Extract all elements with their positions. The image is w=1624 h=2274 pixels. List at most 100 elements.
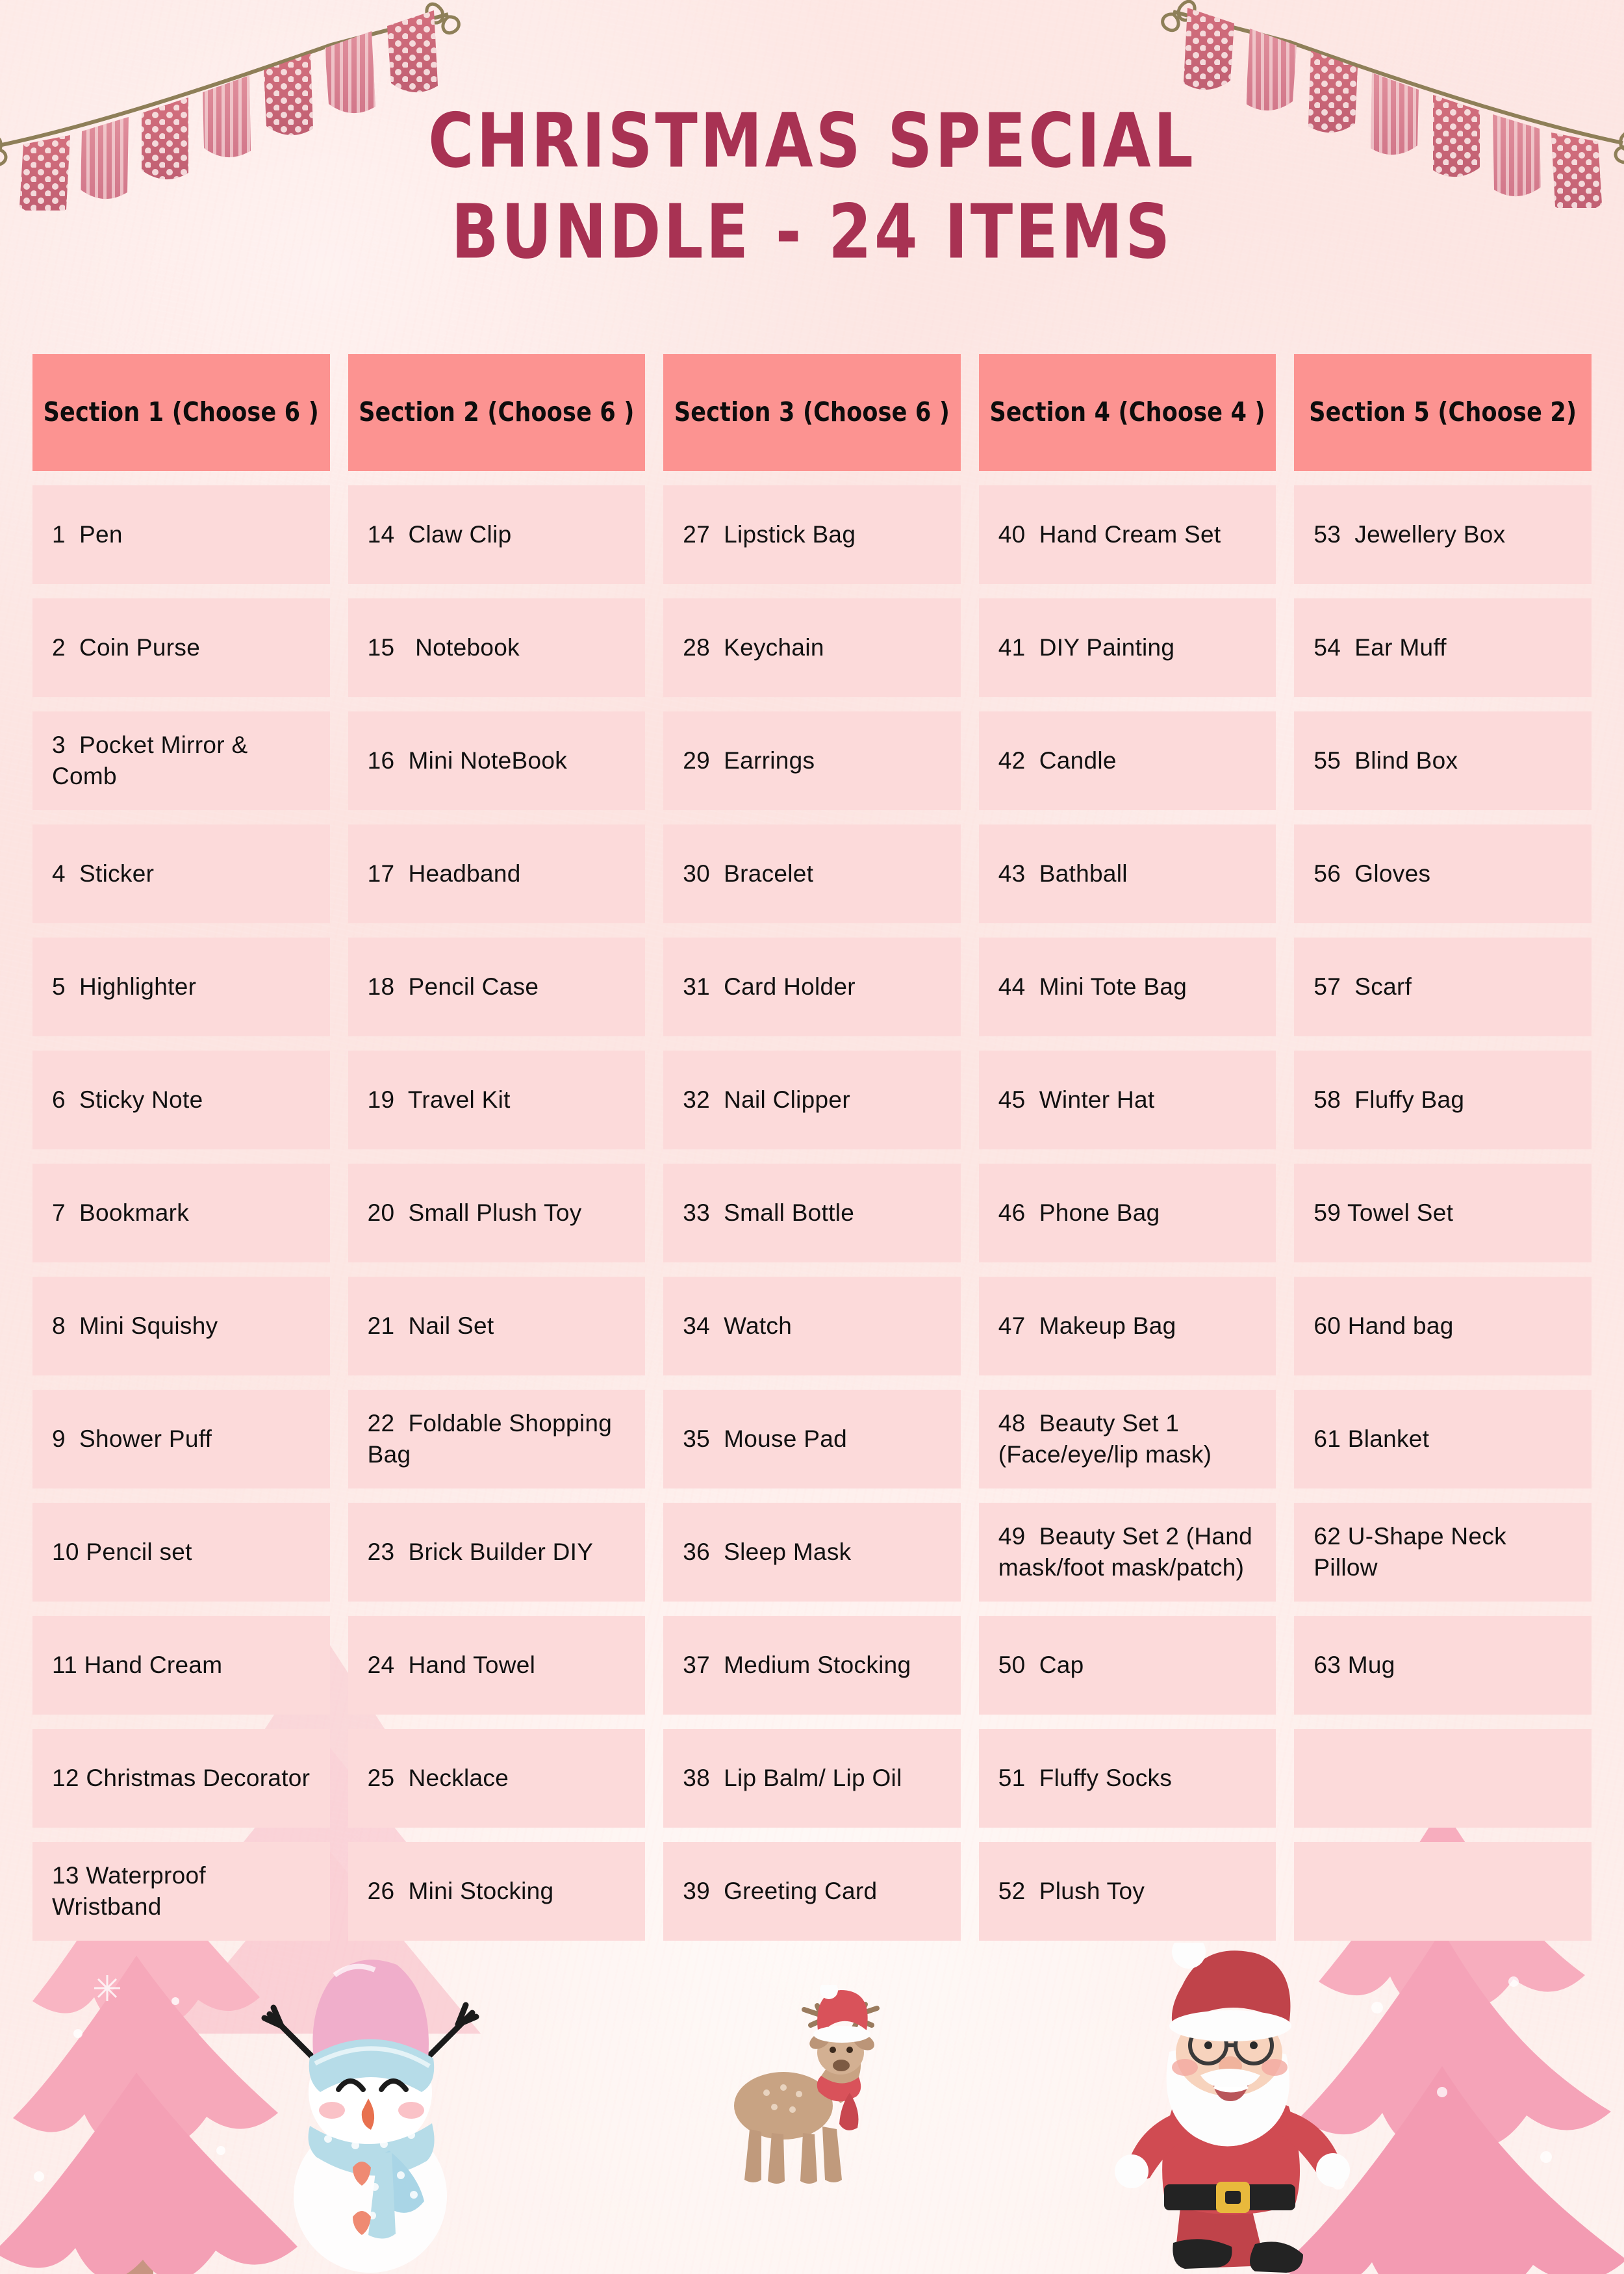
item-label: 32 Nail Clipper — [683, 1086, 850, 1113]
item-label: 39 Greeting Card — [683, 1877, 878, 1904]
section-header-3: Section 3 (Choose 6 ) — [663, 354, 961, 471]
section-header-2: Section 2 (Choose 6 ) — [348, 354, 646, 471]
item-label: 3 Pocket Mirror & Comb — [52, 731, 255, 789]
item-label: 18 Pencil Case — [367, 973, 539, 1000]
item-cell[interactable]: 4 Sticker — [32, 824, 330, 923]
item-cell[interactable]: 27 Lipstick Bag — [663, 485, 961, 584]
item-cell[interactable]: 41 DIY Painting — [978, 598, 1276, 697]
item-cell[interactable]: 16 Mini NoteBook — [348, 711, 646, 810]
item-cell[interactable]: 48 Beauty Set 1 (Face/eye/lip mask) — [978, 1390, 1276, 1488]
item-cell[interactable]: 50 Cap — [978, 1616, 1276, 1715]
item-label: 29 Earrings — [683, 747, 815, 774]
item-cell[interactable]: 54 Ear Muff — [1294, 598, 1592, 697]
item-cell[interactable]: 22 Foldable Shopping Bag — [348, 1390, 646, 1488]
item-label: 4 Sticker — [52, 860, 155, 887]
item-label: 54 Ear Muff — [1313, 633, 1447, 661]
item-cell[interactable]: 12 Christmas Decorator — [32, 1729, 330, 1828]
item-cell[interactable]: 46 Phone Bag — [978, 1164, 1276, 1262]
section-header-4: Section 4 (Choose 4 ) — [978, 354, 1276, 471]
item-cell[interactable]: 11 Hand Cream — [32, 1616, 330, 1715]
item-cell[interactable]: 1 Pen — [32, 485, 330, 584]
item-cell[interactable]: 26 Mini Stocking — [348, 1842, 646, 1941]
item-cell[interactable]: 51 Fluffy Socks — [978, 1729, 1276, 1828]
item-label: 51 Fluffy Socks — [998, 1764, 1173, 1791]
item-cell-empty[interactable] — [1294, 1729, 1592, 1828]
item-cell[interactable]: 45 Winter Hat — [978, 1051, 1276, 1149]
item-cell[interactable]: 28 Keychain — [663, 598, 961, 697]
item-label: 16 Mini NoteBook — [367, 747, 568, 774]
item-cell[interactable]: 8 Mini Squishy — [32, 1277, 330, 1375]
item-cell[interactable]: 14 Claw Clip — [348, 485, 646, 584]
item-label: 5 Highlighter — [52, 973, 197, 1000]
item-cell[interactable]: 34 Watch — [663, 1277, 961, 1375]
item-label: 41 DIY Painting — [998, 633, 1175, 661]
section-header-label: Section 5 (Choose 2) — [1309, 397, 1577, 428]
item-cell[interactable]: 47 Makeup Bag — [978, 1277, 1276, 1375]
item-cell[interactable]: 25 Necklace — [348, 1729, 646, 1828]
item-label: 17 Headband — [367, 860, 521, 887]
item-cell[interactable]: 18 Pencil Case — [348, 938, 646, 1036]
item-cell[interactable]: 31 Card Holder — [663, 938, 961, 1036]
item-cell[interactable]: 60 Hand bag — [1294, 1277, 1592, 1375]
item-cell[interactable]: 29 Earrings — [663, 711, 961, 810]
item-cell[interactable]: 58 Fluffy Bag — [1294, 1051, 1592, 1149]
item-cell[interactable]: 21 Nail Set — [348, 1277, 646, 1375]
item-label: 2 Coin Purse — [52, 633, 201, 661]
item-cell[interactable]: 17 Headband — [348, 824, 646, 923]
item-cell[interactable]: 37 Medium Stocking — [663, 1616, 961, 1715]
item-label: 22 Foldable Shopping Bag — [367, 1409, 619, 1468]
item-cell[interactable]: 61 Blanket — [1294, 1390, 1592, 1488]
item-cell[interactable]: 62 U-Shape Neck Pillow — [1294, 1503, 1592, 1602]
item-cell[interactable]: 19 Travel Kit — [348, 1051, 646, 1149]
item-cell[interactable]: 6 Sticky Note — [32, 1051, 330, 1149]
item-label: 58 Fluffy Bag — [1313, 1086, 1465, 1113]
item-cell[interactable]: 53 Jewellery Box — [1294, 485, 1592, 584]
item-cell[interactable]: 49 Beauty Set 2 (Hand mask/foot mask/pat… — [978, 1503, 1276, 1602]
item-cell[interactable]: 35 Mouse Pad — [663, 1390, 961, 1488]
item-label: 40 Hand Cream Set — [998, 520, 1221, 548]
item-cell[interactable]: 23 Brick Builder DIY — [348, 1503, 646, 1602]
item-cell[interactable]: 5 Highlighter — [32, 938, 330, 1036]
item-cell[interactable]: 43 Bathball — [978, 824, 1276, 923]
item-label: 34 Watch — [683, 1312, 793, 1339]
item-cell[interactable]: 24 Hand Towel — [348, 1616, 646, 1715]
item-cell[interactable]: 7 Bookmark — [32, 1164, 330, 1262]
section-column-4: Section 4 (Choose 4 ) 40 Hand Cream Set 41… — [978, 354, 1276, 1955]
item-cell[interactable]: 36 Sleep Mask — [663, 1503, 961, 1602]
item-cell[interactable]: 20 Small Plush Toy — [348, 1164, 646, 1262]
item-cell[interactable]: 52 Plush Toy — [978, 1842, 1276, 1941]
item-label: 24 Hand Towel — [367, 1651, 536, 1678]
item-cell[interactable]: 44 Mini Tote Bag — [978, 938, 1276, 1036]
item-cell[interactable]: 56 Gloves — [1294, 824, 1592, 923]
item-cell[interactable]: 55 Blind Box — [1294, 711, 1592, 810]
item-cell[interactable]: 10 Pencil set — [32, 1503, 330, 1602]
page-title: CHRISTMAS SPECIAL BUNDLE - 24 ITEMS — [0, 97, 1624, 275]
item-label: 1 Pen — [52, 520, 123, 548]
item-cell[interactable]: 3 Pocket Mirror & Comb — [32, 711, 330, 810]
item-label: 38 Lip Balm/ Lip Oil — [683, 1764, 902, 1791]
section-header-5: Section 5 (Choose 2) — [1294, 354, 1592, 471]
item-cell[interactable]: 63 Mug — [1294, 1616, 1592, 1715]
item-cell[interactable]: 15 Notebook — [348, 598, 646, 697]
item-label: 31 Card Holder — [683, 973, 856, 1000]
section-header-label: Section 1 (Choose 6 ) — [43, 397, 319, 428]
item-cell[interactable]: 32 Nail Clipper — [663, 1051, 961, 1149]
item-cell[interactable]: 13 Waterproof Wristband — [32, 1842, 330, 1941]
item-label: 27 Lipstick Bag — [683, 520, 856, 548]
item-cell[interactable]: 40 Hand Cream Set — [978, 485, 1276, 584]
item-cell[interactable]: 9 Shower Puff — [32, 1390, 330, 1488]
item-cell[interactable]: 38 Lip Balm/ Lip Oil — [663, 1729, 961, 1828]
item-cell[interactable]: 42 Candle — [978, 711, 1276, 810]
item-cell[interactable]: 30 Bracelet — [663, 824, 961, 923]
section-column-5: Section 5 (Choose 2) 53 Jewellery Box 54 E… — [1294, 354, 1592, 1955]
item-cell[interactable]: 59 Towel Set — [1294, 1164, 1592, 1262]
item-cell[interactable]: 39 Greeting Card — [663, 1842, 961, 1941]
item-cell[interactable]: 33 Small Bottle — [663, 1164, 961, 1262]
item-label: 61 Blanket — [1313, 1425, 1430, 1452]
item-label: 8 Mini Squishy — [52, 1312, 218, 1339]
item-cell[interactable]: 57 Scarf — [1294, 938, 1592, 1036]
item-cell[interactable]: 2 Coin Purse — [32, 598, 330, 697]
item-label: 36 Sleep Mask — [683, 1538, 852, 1565]
item-label: 33 Small Bottle — [683, 1199, 855, 1226]
item-cell-empty[interactable] — [1294, 1842, 1592, 1941]
